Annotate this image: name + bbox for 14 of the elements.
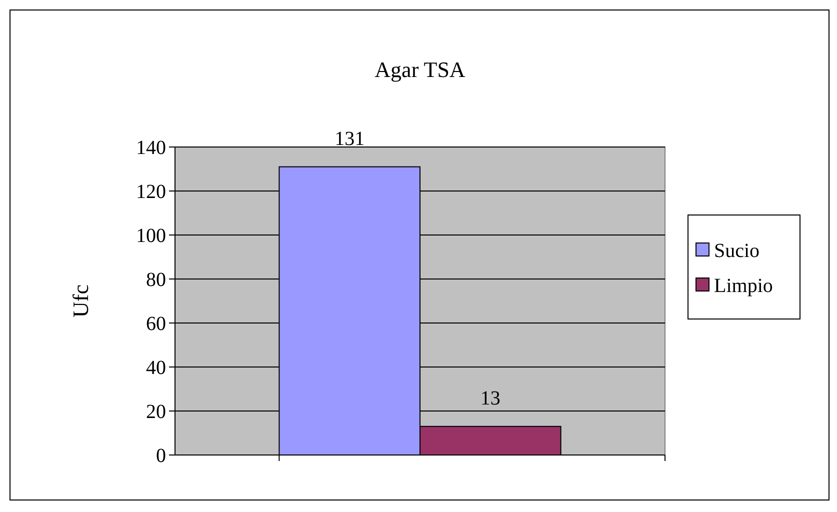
y-axis-title: Ufc xyxy=(68,284,93,318)
chart-title: Agar TSA xyxy=(374,57,466,82)
y-tick-label: 100 xyxy=(136,225,166,247)
legend-label: Limpio xyxy=(714,275,773,297)
y-tick-label: 40 xyxy=(146,357,166,379)
y-tick-label: 20 xyxy=(146,401,166,423)
data-label: 13 xyxy=(480,387,500,410)
y-tick-label: 140 xyxy=(136,137,166,159)
legend-label: Sucio xyxy=(714,240,760,262)
data-label: 131 xyxy=(334,128,365,150)
y-tick-label: 0 xyxy=(156,445,166,467)
y-tick-label: 80 xyxy=(146,269,166,291)
y-tick-label: 60 xyxy=(146,313,166,335)
y-tick-label: 120 xyxy=(136,181,166,203)
